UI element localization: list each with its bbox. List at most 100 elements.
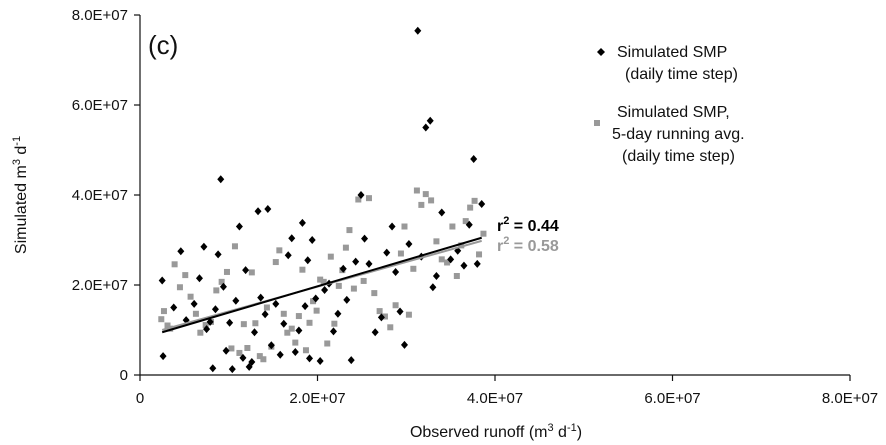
point-daily xyxy=(396,307,404,316)
point-daily xyxy=(422,123,430,132)
point-5day-avg xyxy=(418,201,425,208)
point-5day-avg xyxy=(331,320,338,327)
point-daily xyxy=(339,264,347,273)
point-5day-avg xyxy=(471,197,478,204)
point-daily xyxy=(334,309,342,318)
point-daily xyxy=(432,272,440,280)
x-tick-label: 4.0E+07 xyxy=(467,390,523,407)
y-tick-label: 4.0E+07 xyxy=(72,187,128,204)
point-daily xyxy=(295,326,303,335)
point-5day-avg xyxy=(182,272,189,279)
y-tick-label: 8.0E+07 xyxy=(72,7,128,24)
point-daily xyxy=(301,302,309,311)
point-daily xyxy=(377,313,385,322)
point-daily xyxy=(460,261,468,270)
point-5day-avg xyxy=(295,313,302,320)
point-5day-avg xyxy=(263,304,270,311)
point-5day-avg xyxy=(160,308,167,315)
point-5day-avg xyxy=(387,324,394,331)
point-5day-avg xyxy=(197,329,204,336)
point-5day-avg xyxy=(405,311,412,318)
point-daily xyxy=(447,255,455,264)
point-daily xyxy=(392,267,400,276)
point-daily xyxy=(177,247,185,256)
point-daily xyxy=(235,222,243,231)
point-5day-avg xyxy=(187,293,194,300)
point-5day-avg xyxy=(438,256,445,263)
point-5day-avg xyxy=(202,322,209,329)
point-5day-avg xyxy=(223,268,230,275)
x-tick-label: 8.0E+07 xyxy=(822,390,878,407)
point-5day-avg xyxy=(365,195,372,202)
point-daily xyxy=(232,296,240,305)
point-daily xyxy=(473,259,481,268)
y-axis-label: Simulated m3 d-1 xyxy=(11,136,30,254)
point-5day-avg xyxy=(272,259,279,266)
point-5day-avg xyxy=(288,325,295,332)
point-daily xyxy=(414,26,422,35)
point-5day-avg xyxy=(158,316,165,323)
point-5day-avg xyxy=(231,243,238,250)
point-5day-avg xyxy=(171,261,178,268)
point-daily xyxy=(357,191,365,199)
point-daily xyxy=(211,305,219,314)
axes xyxy=(139,15,850,376)
point-5day-avg xyxy=(213,287,220,294)
point-5day-avg xyxy=(422,191,429,198)
point-5day-avg xyxy=(410,265,417,272)
point-5day-avg xyxy=(192,310,199,317)
point-5day-avg xyxy=(292,339,299,346)
point-daily xyxy=(405,240,413,249)
point-daily xyxy=(400,340,408,349)
point-5day-avg xyxy=(252,320,259,327)
point-daily xyxy=(365,259,373,268)
point-daily xyxy=(226,318,234,327)
point-daily xyxy=(195,274,203,283)
legend-label-daily-line1: Simulated SMP xyxy=(617,44,727,61)
point-daily xyxy=(306,354,314,363)
point-5day-avg xyxy=(260,356,267,363)
point-daily xyxy=(321,285,329,294)
point-5day-avg xyxy=(248,269,255,276)
point-5day-avg xyxy=(392,302,399,309)
point-5day-avg xyxy=(317,276,324,283)
point-daily xyxy=(217,175,225,184)
point-5day-avg xyxy=(360,277,367,284)
point-daily xyxy=(170,303,178,312)
point-daily xyxy=(254,207,262,216)
point-daily xyxy=(159,352,167,361)
r2-avg-label: r2 = 0.58 xyxy=(497,235,559,255)
point-daily xyxy=(478,200,486,208)
y-tick-label: 2.0E+07 xyxy=(72,277,128,294)
x-tick-label: 0 xyxy=(136,390,144,407)
panel-label: (c) xyxy=(148,30,178,60)
point-daily xyxy=(438,208,446,217)
y-tick-label: 0 xyxy=(120,367,128,384)
point-5day-avg xyxy=(397,250,404,257)
x-tick-label: 6.0E+07 xyxy=(644,390,700,407)
point-daily xyxy=(329,327,337,336)
point-5day-avg xyxy=(299,266,306,273)
point-daily xyxy=(308,236,316,244)
point-5day-avg xyxy=(476,251,483,258)
point-daily xyxy=(298,218,306,227)
point-daily xyxy=(426,116,434,125)
point-daily xyxy=(371,328,379,337)
point-5day-avg xyxy=(462,218,469,225)
point-5day-avg xyxy=(302,347,309,354)
point-5day-avg xyxy=(228,345,235,352)
point-5day-avg xyxy=(276,247,283,254)
y-tick-label: 6.0E+07 xyxy=(72,97,128,114)
point-5day-avg xyxy=(413,187,420,194)
point-daily xyxy=(316,357,324,366)
point-daily xyxy=(361,234,369,243)
point-daily xyxy=(312,294,320,303)
point-5day-avg xyxy=(164,322,171,329)
point-5day-avg xyxy=(355,196,362,203)
point-5day-avg xyxy=(310,298,317,305)
point-daily xyxy=(200,242,208,251)
point-daily xyxy=(219,282,227,291)
point-5day-avg xyxy=(449,223,456,230)
point-5day-avg xyxy=(256,353,263,360)
point-daily xyxy=(209,364,217,373)
